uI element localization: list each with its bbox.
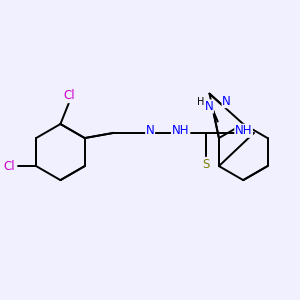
Text: NH: NH <box>172 124 189 137</box>
Text: Cl: Cl <box>63 89 74 103</box>
Text: S: S <box>202 158 210 170</box>
Text: Cl: Cl <box>3 160 15 172</box>
Text: N: N <box>222 94 231 108</box>
Text: NH: NH <box>235 124 252 137</box>
Text: H: H <box>197 97 204 107</box>
Text: N: N <box>146 124 154 137</box>
Text: N: N <box>205 100 213 113</box>
